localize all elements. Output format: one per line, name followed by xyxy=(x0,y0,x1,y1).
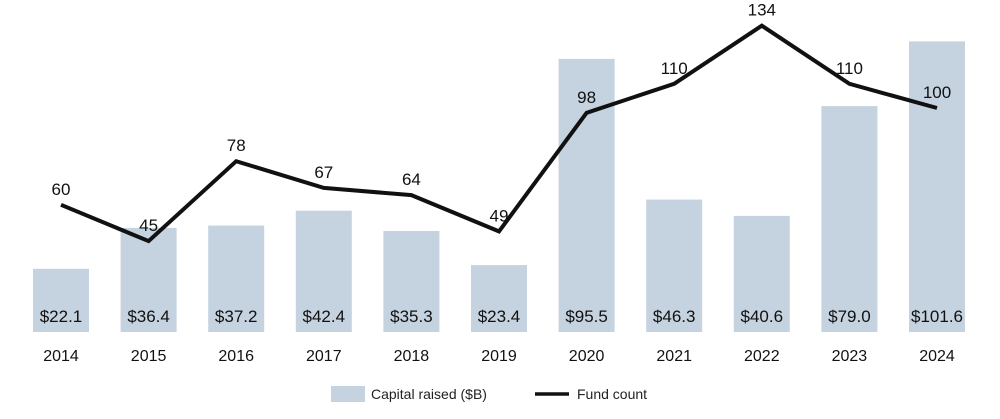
fund-count-label-2014: 60 xyxy=(52,180,71,199)
fund-count-label-2024: 100 xyxy=(923,83,951,102)
bar-2015 xyxy=(120,227,177,332)
x-tick-2018: 2018 xyxy=(394,348,430,365)
bar-label-2024: $101.6 xyxy=(911,307,963,326)
bar-label-2023: $79.0 xyxy=(828,307,871,326)
x-tick-2017: 2017 xyxy=(306,348,342,365)
bar-label-2020: $95.5 xyxy=(565,307,608,326)
bar-2019 xyxy=(471,265,527,332)
x-tick-2019: 2019 xyxy=(481,348,517,365)
x-tick-2023: 2023 xyxy=(832,348,868,365)
legend-label-fund-count: Fund count xyxy=(577,386,647,402)
fund-count-label-2020: 98 xyxy=(577,88,596,107)
x-tick-2020: 2020 xyxy=(569,348,605,365)
capital-raised-bars: $22.1 $36.4 $37.2 $42.4 $35.3 $23.4 $95.5 $46.3… xyxy=(33,41,965,333)
bar-2017 xyxy=(295,210,352,332)
bar-2018 xyxy=(383,231,440,332)
fund-count-line-group: 60 45 78 67 64 49 98 110 134 110 100 xyxy=(52,1,951,244)
bar-label-2019: $23.4 xyxy=(478,307,521,326)
x-tick-2015: 2015 xyxy=(131,348,167,365)
bar-2023 xyxy=(821,106,878,332)
x-tick-2021: 2021 xyxy=(656,348,692,365)
bar-2014 xyxy=(33,268,89,332)
bar-label-2018: $35.3 xyxy=(390,307,433,326)
legend-swatch-capital-raised xyxy=(331,386,365,402)
fund-count-label-2018: 64 xyxy=(402,170,421,189)
fund-count-label-2017: 67 xyxy=(314,163,333,182)
legend: Capital raised ($B) Fund count xyxy=(331,386,647,402)
fund-count-label-2022: 134 xyxy=(748,1,776,20)
fund-count-label-2019: 49 xyxy=(490,206,509,225)
bar-2016 xyxy=(208,225,265,332)
x-tick-2024: 2024 xyxy=(919,348,955,365)
bar-label-2015: $36.4 xyxy=(127,307,170,326)
x-axis-ticks: 2014 2015 2016 2017 2018 2019 2020 2021 2022 2023… xyxy=(43,348,955,365)
bar-2020 xyxy=(558,58,615,333)
fund-count-label-2016: 78 xyxy=(227,136,246,155)
bar-2024 xyxy=(909,41,965,333)
bar-label-2017: $42.4 xyxy=(303,307,346,326)
x-tick-2014: 2014 xyxy=(43,348,79,365)
bar-label-2022: $40.6 xyxy=(741,307,784,326)
bar-2022 xyxy=(733,215,790,332)
x-tick-2022: 2022 xyxy=(744,348,780,365)
fund-count-label-2015: 45 xyxy=(139,216,158,235)
fund-count-label-2021: 110 xyxy=(661,59,688,78)
x-tick-2016: 2016 xyxy=(218,348,254,365)
fund-count-label-2023: 110 xyxy=(836,59,863,78)
bar-label-2021: $46.3 xyxy=(653,307,696,326)
bar-2021 xyxy=(646,199,703,332)
legend-label-capital-raised: Capital raised ($B) xyxy=(371,386,487,402)
bar-label-2014: $22.1 xyxy=(40,307,83,326)
bar-label-2016: $37.2 xyxy=(215,307,258,326)
